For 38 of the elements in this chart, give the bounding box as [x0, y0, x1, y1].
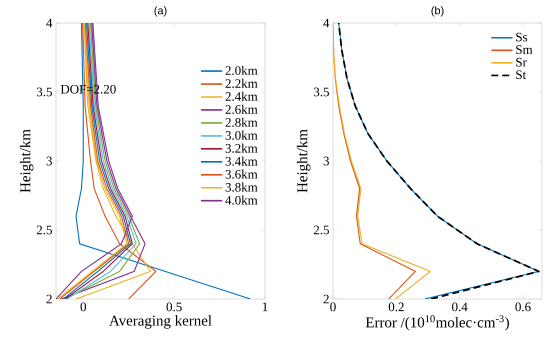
legend-label: 2.8km — [226, 118, 258, 127]
legend-label: 3.8km — [226, 182, 258, 192]
y-tick-label: 3 — [324, 156, 329, 166]
y-tick-label: 3.5 — [36, 88, 52, 96]
chart-title: (b) — [431, 6, 444, 16]
legend-label: 2.2km — [226, 78, 258, 88]
x-tick-label: 0.5 — [166, 302, 182, 312]
legend-label: 3.4km — [226, 156, 258, 166]
x-tick-label: 1 — [262, 302, 268, 312]
legend-label: 4.0km — [225, 195, 258, 205]
legend-label: Sr — [516, 58, 527, 67]
legend-label: St — [516, 70, 526, 80]
y-axis-title: Height/km — [20, 129, 34, 193]
legend-label: 3.2km — [226, 144, 258, 153]
x-tick-label: 0.2 — [388, 302, 404, 312]
x-tick-label: 0.6 — [515, 302, 531, 312]
legend-label: Sm — [516, 45, 532, 54]
legend-label: 2.4km — [226, 92, 258, 101]
legend-label: 2.0km — [226, 66, 258, 75]
y-tick-label: 3.5 — [314, 88, 329, 96]
legend-label: 3.6km — [226, 170, 258, 179]
y-tick-label: 2.5 — [314, 226, 329, 234]
legend-label: 2.6km — [226, 104, 258, 114]
x-tick-label: 0 — [80, 302, 86, 312]
y-tick-label: 4 — [46, 18, 52, 28]
y-tick-label: 4 — [323, 18, 330, 28]
x-tick-label: 0 — [330, 302, 336, 312]
y-tick-label: 2.5 — [36, 226, 52, 234]
y-tick-label: 3 — [46, 156, 52, 166]
chart-title: (a) — [154, 6, 167, 16]
y-tick-label: 2 — [324, 294, 329, 304]
x-axis-title: Averaging kernel — [109, 315, 212, 329]
y-axis-title: Height/km — [296, 129, 310, 193]
x-tick-label: 0.4 — [452, 302, 468, 312]
x-axis-title: Error /(10$^{10}$molec·cm$^{-3}$) — [366, 315, 509, 331]
legend-label: Ss — [516, 32, 528, 42]
y-tick-label: 2 — [46, 294, 52, 304]
legend-label: 3.0km — [226, 130, 258, 140]
